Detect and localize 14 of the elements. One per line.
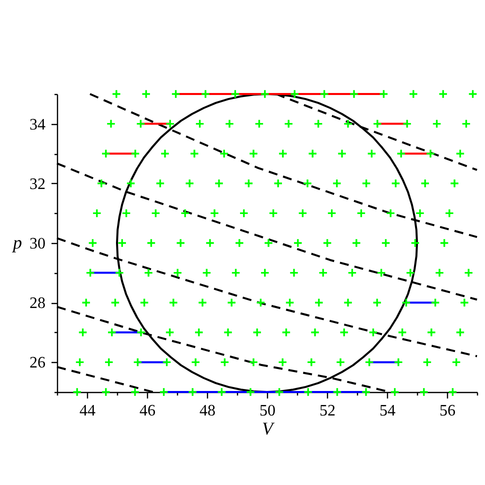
y-tick-label: 32 [30, 176, 46, 193]
x-tick-label: 48 [200, 402, 216, 420]
x-tick-label: 44 [80, 402, 96, 420]
y-tick-label: 28 [30, 295, 46, 312]
x-tick-label: 52 [320, 402, 336, 420]
x-tick-label: 54 [380, 402, 396, 420]
y-axis-title: p [11, 232, 22, 252]
x-tick-label: 46 [140, 402, 156, 420]
x-tick-label: 56 [440, 402, 456, 420]
x-tick-label: 50 [260, 402, 276, 420]
x-axis-title: V [262, 418, 275, 438]
y-tick-label: 34 [30, 116, 46, 134]
y-tick-label: 30 [30, 236, 46, 252]
y-tick-label: 26 [30, 354, 46, 372]
